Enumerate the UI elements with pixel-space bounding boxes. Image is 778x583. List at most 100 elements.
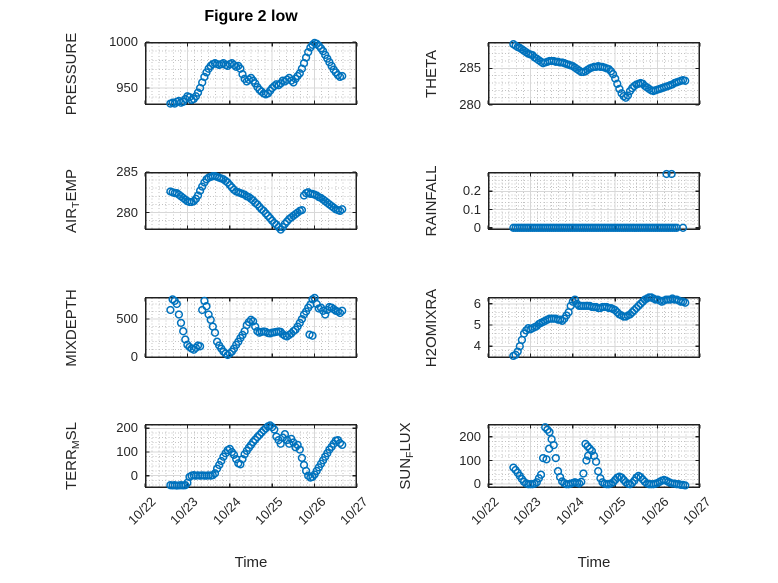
data-point xyxy=(329,305,338,314)
axes-frame-terr-msl xyxy=(145,424,357,489)
data-point xyxy=(274,81,283,90)
data-point xyxy=(189,197,198,206)
data-point xyxy=(166,305,175,315)
data-point xyxy=(270,218,279,228)
data-point xyxy=(191,343,201,352)
data-point xyxy=(617,473,626,482)
subplot-air-temp xyxy=(144,171,358,234)
ytick-label-sun-flux: 200 xyxy=(459,428,481,444)
data-point xyxy=(681,76,690,85)
data-point xyxy=(244,317,254,327)
ytick-label-air-temp: 280 xyxy=(116,204,138,220)
ylabel-text: MIXDEPTH xyxy=(63,288,80,367)
scatter-points-mixdepth xyxy=(166,293,347,360)
scatter-points-sun-flux xyxy=(509,423,690,490)
data-point xyxy=(625,310,635,319)
data-point xyxy=(257,428,266,437)
axes-frame-mixdepth xyxy=(145,297,357,359)
data-point xyxy=(274,223,283,232)
ylabel-h2omixra: H2OMIXRA xyxy=(421,228,443,428)
data-point xyxy=(229,450,239,459)
data-point xyxy=(297,314,307,324)
data-point xyxy=(555,472,565,482)
ylabel-text: H2OMIXRA xyxy=(423,288,440,367)
data-point xyxy=(536,470,546,479)
data-point xyxy=(308,331,317,340)
data-point xyxy=(636,299,645,308)
data-point xyxy=(179,327,188,336)
ylabel-subscript: T xyxy=(70,201,82,208)
axes-frame-rainfall xyxy=(488,172,700,231)
axes-frame-pressure xyxy=(145,42,357,106)
data-point xyxy=(662,169,671,179)
major-grid-theta xyxy=(489,43,699,104)
data-point xyxy=(293,208,302,217)
figure-title: Figure 2 low xyxy=(204,8,298,25)
major-grid-terr-msl xyxy=(146,425,356,487)
minor-grid-h2omixra xyxy=(489,298,699,357)
scatter-points-air-temp xyxy=(166,171,347,234)
data-point xyxy=(543,425,552,434)
data-point xyxy=(678,223,688,232)
data-point xyxy=(291,443,300,452)
minor-grid-pressure xyxy=(146,43,356,104)
data-point xyxy=(229,60,239,70)
ytick-label-air-temp: 285 xyxy=(116,164,138,179)
ylabel-text: SUN xyxy=(397,457,414,490)
ylabel-text: TERR xyxy=(63,449,80,490)
data-point xyxy=(198,305,207,315)
subplot-mixdepth xyxy=(144,293,358,360)
data-point xyxy=(176,318,186,328)
data-point xyxy=(261,209,270,218)
tick-marks-rainfall xyxy=(487,173,701,229)
data-point xyxy=(551,453,560,463)
data-point xyxy=(174,310,184,319)
data-point xyxy=(198,182,207,191)
ytick-label-sun-flux: 0 xyxy=(473,476,481,492)
xaxis-label-left: Time xyxy=(234,554,268,571)
data-point xyxy=(628,478,637,488)
ytick-label-pressure: 950 xyxy=(116,80,138,95)
ytick-label-rainfall: 0.1 xyxy=(462,201,481,217)
ytick-label-rainfall: 0.2 xyxy=(462,183,481,199)
data-point xyxy=(636,472,645,482)
data-point xyxy=(308,472,317,482)
data-point xyxy=(193,88,203,97)
data-point xyxy=(583,442,592,451)
ylabel-sun-flux: SUNFLUX xyxy=(395,356,417,556)
data-point xyxy=(621,93,630,102)
ylabel-text: THETA xyxy=(423,49,440,98)
data-point xyxy=(301,466,311,476)
data-point xyxy=(634,301,643,311)
data-point xyxy=(193,191,203,200)
scatter-points-theta xyxy=(509,40,690,102)
tick-marks-h2omixra xyxy=(487,298,701,357)
data-point xyxy=(217,456,226,466)
ylabel-text: RAINFALL xyxy=(423,165,440,237)
data-point xyxy=(202,302,211,311)
ytick-label-theta: 285 xyxy=(459,60,481,76)
ylabel-text: LUX xyxy=(397,422,414,452)
data-point xyxy=(338,71,347,81)
subplot-sun-flux xyxy=(487,423,701,490)
data-point xyxy=(630,306,639,315)
data-point xyxy=(295,445,304,454)
ylabel-text: SL xyxy=(63,422,80,441)
data-point xyxy=(289,438,298,447)
data-point xyxy=(238,70,247,79)
axes-frame-theta xyxy=(488,42,700,106)
data-point xyxy=(582,456,591,465)
data-point xyxy=(287,76,296,85)
ytick-label-terr-msl: 0 xyxy=(130,467,138,483)
data-point xyxy=(541,423,550,432)
tick-marks-theta xyxy=(487,43,701,106)
subplot-rainfall xyxy=(487,169,701,232)
data-point xyxy=(297,205,307,215)
data-point xyxy=(195,186,205,195)
ylabel-subscript: F xyxy=(404,451,416,458)
data-point xyxy=(268,422,277,432)
data-point xyxy=(532,478,541,487)
data-point xyxy=(681,298,690,307)
ytick-label-mixdepth: 500 xyxy=(116,311,138,327)
